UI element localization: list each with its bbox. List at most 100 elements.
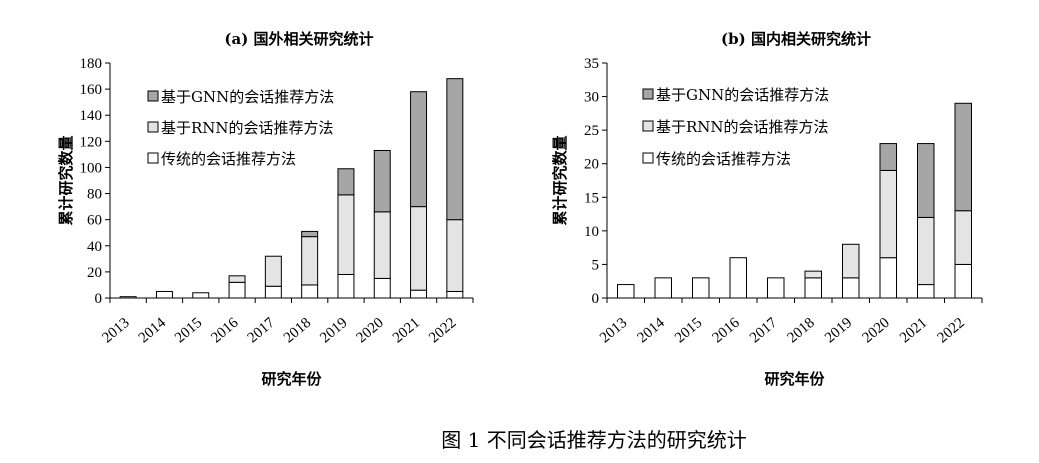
x-tick-label: 2018	[281, 315, 314, 347]
figure-caption: 图 1 不同会话推荐方法的研究统计	[441, 428, 746, 452]
y-tick-label: 180	[80, 56, 103, 72]
bar-segment-traditional	[692, 277, 710, 299]
x-tick-label: 2016	[710, 314, 744, 346]
x-tick-label: 2021	[390, 315, 423, 347]
bar-segment-rnn	[410, 206, 428, 291]
x-tick-label: 2014	[136, 314, 170, 346]
y-tick-label: 0	[592, 291, 600, 307]
bar-segment-traditional	[446, 290, 464, 299]
y-tick-label: 160	[80, 82, 103, 98]
bar-segment-traditional	[729, 257, 747, 299]
x-tick-label: 2015	[172, 315, 205, 347]
bar-segment-gnn	[954, 102, 972, 212]
legend-label: 基于RNN的会话推荐方法	[161, 119, 334, 137]
x-tick-label: 2018	[785, 315, 818, 347]
y-tick-label: 40	[87, 239, 102, 255]
bar-segment-traditional	[654, 277, 672, 299]
y-tick-label: 35	[584, 56, 599, 72]
chart-title: (a) 国外相关研究统计	[224, 30, 373, 48]
legend-swatch	[642, 88, 654, 100]
bar-segment-traditional	[119, 296, 137, 299]
y-tick-label: 30	[584, 90, 599, 106]
bar-segment-rnn	[228, 275, 246, 283]
bar-segment-rnn	[373, 211, 391, 279]
y-tick-label: 120	[80, 134, 103, 150]
x-axis-label: 研究年份	[261, 370, 322, 388]
x-tick-label: 2022	[935, 315, 968, 347]
bar-segment-rnn	[917, 216, 935, 286]
y-tick-label: 5	[592, 257, 600, 273]
bar-segment-traditional	[954, 263, 972, 299]
x-tick-label: 2013	[597, 315, 630, 347]
bar-segment-traditional	[264, 285, 282, 299]
legend-swatch	[642, 152, 654, 164]
y-tick-label: 20	[584, 157, 599, 173]
bar-segment-traditional	[301, 284, 319, 299]
y-tick-label: 15	[584, 190, 599, 206]
y-tick-label: 25	[584, 123, 599, 139]
y-tick-label: 140	[80, 108, 103, 124]
legend-swatch	[642, 120, 654, 132]
x-tick-label: 2017	[747, 314, 781, 346]
bar-segment-traditional	[228, 281, 246, 299]
y-tick-label: 0	[95, 291, 103, 307]
bar-segment-gnn	[337, 168, 355, 196]
x-axis-label: 研究年份	[764, 370, 825, 388]
bar-segment-rnn	[301, 236, 319, 286]
bar-segment-rnn	[446, 219, 464, 292]
chart-title: (b) 国内相关研究统计	[721, 30, 871, 48]
bar-segment-traditional	[804, 277, 822, 299]
bar-segment-rnn	[337, 194, 355, 275]
x-tick-label: 2016	[208, 314, 242, 346]
y-axis-label: 累计研究数量	[57, 135, 75, 225]
legend-label: 基于GNN的会话推荐方法	[161, 88, 334, 106]
legend-swatch	[147, 121, 159, 133]
legend-label: 基于GNN的会话推荐方法	[656, 86, 829, 104]
bar-segment-traditional	[842, 277, 860, 299]
x-tick-label: 2019	[317, 315, 350, 347]
bar-segment-traditional	[917, 284, 935, 299]
bar-segment-gnn	[879, 143, 897, 171]
x-tick-label: 2017	[245, 314, 279, 346]
y-tick-label: 20	[87, 265, 102, 281]
x-tick-label: 2015	[672, 315, 705, 347]
x-tick-label: 2019	[822, 315, 855, 347]
bar-segment-traditional	[879, 257, 897, 299]
y-tick-label: 10	[584, 224, 599, 240]
bar-segment-gnn	[373, 149, 391, 213]
bar-segment-traditional	[337, 274, 355, 299]
x-tick-label: 2013	[99, 315, 132, 347]
bar-segment-traditional	[192, 292, 210, 299]
bar-segment-traditional	[155, 290, 173, 299]
bar-segment-rnn	[804, 270, 822, 279]
legend-label: 传统的会话推荐方法	[161, 150, 296, 168]
bar-segment-gnn	[410, 91, 428, 208]
legend-swatch	[147, 152, 159, 164]
y-tick-label: 80	[87, 187, 102, 203]
bar-segment-rnn	[842, 243, 860, 279]
legend-swatch	[147, 90, 159, 102]
y-tick-label: 100	[80, 160, 103, 176]
bar-segment-traditional	[373, 277, 391, 299]
x-tick-label: 2020	[354, 315, 387, 347]
bar-segment-rnn	[879, 169, 897, 259]
y-tick-label: 60	[87, 213, 102, 229]
bar-segment-traditional	[617, 284, 635, 299]
legend-label: 基于RNN的会话推荐方法	[656, 118, 829, 136]
bar-segment-rnn	[954, 210, 972, 265]
bar-segment-traditional	[767, 277, 785, 299]
bar-segment-gnn	[446, 78, 464, 221]
x-tick-label: 2014	[635, 314, 669, 346]
x-tick-label: 2020	[860, 315, 893, 347]
bar-segment-gnn	[917, 143, 935, 218]
bar-segment-gnn	[301, 230, 319, 238]
y-axis-label: 累计研究数量	[551, 135, 569, 225]
x-tick-label: 2021	[897, 315, 930, 347]
x-tick-label: 2022	[426, 315, 459, 347]
chart-a: (a) 国外相关研究统计 0 20 40 60 80 100 120 140 160 180 2013…	[57, 30, 474, 388]
bar-segment-traditional	[410, 289, 428, 299]
legend-label: 传统的会话推荐方法	[656, 150, 791, 168]
bar-segment-rnn	[264, 255, 282, 287]
